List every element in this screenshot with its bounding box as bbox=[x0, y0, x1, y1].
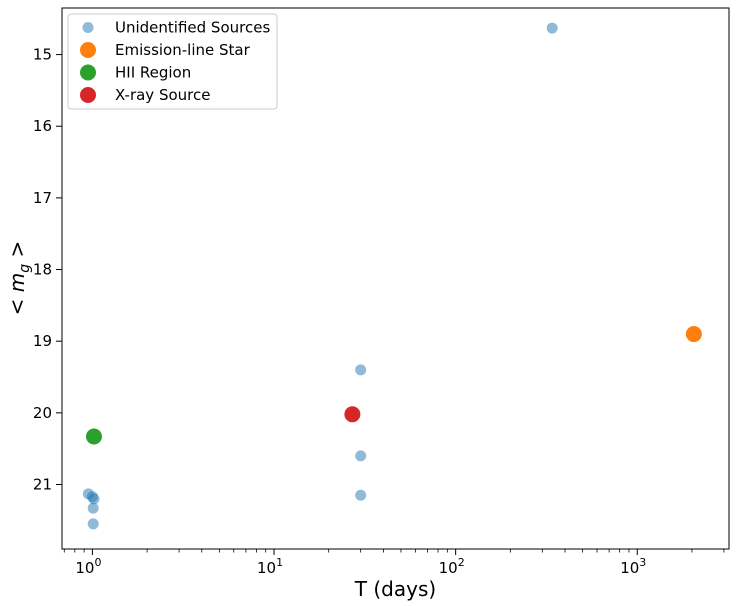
legend-label: Unidentified Sources bbox=[115, 19, 270, 37]
x-tick-exponent: 2 bbox=[458, 556, 465, 569]
y-axis-ticks: 15 16 17 18 19 20 21 bbox=[33, 46, 62, 494]
legend-label: Emission-line Star bbox=[115, 41, 251, 59]
series-emission-line-star bbox=[685, 326, 702, 343]
legend: Unidentified Sources Emission-line Star HI… bbox=[67, 13, 278, 110]
legend-marker bbox=[80, 64, 96, 81]
data-point bbox=[344, 406, 361, 423]
x-tick-label: 103 bbox=[620, 556, 646, 577]
x-tick-base: 10 bbox=[620, 559, 639, 577]
x-axis-label: T (days) bbox=[354, 577, 436, 601]
y-label-close: > bbox=[5, 241, 29, 264]
data-point bbox=[355, 450, 367, 462]
axes-frame bbox=[61, 7, 730, 550]
series-unidentified-sources bbox=[82, 22, 558, 530]
y-tick-label: 21 bbox=[33, 476, 52, 494]
data-point bbox=[85, 428, 102, 445]
x-tick-base: 10 bbox=[439, 559, 458, 577]
data-point bbox=[87, 518, 99, 530]
legend-marker bbox=[82, 22, 94, 33]
y-tick-label: 17 bbox=[33, 189, 52, 207]
x-axis-ticks: 100 101 102 103 bbox=[63, 549, 725, 577]
legend-box bbox=[67, 13, 278, 110]
x-tick-label: 100 bbox=[75, 556, 101, 577]
data-point bbox=[355, 364, 367, 376]
legend-label: HII Region bbox=[115, 64, 191, 82]
series-hii-region bbox=[85, 428, 102, 445]
data-point bbox=[87, 502, 99, 514]
data-point bbox=[685, 326, 702, 343]
plot-area bbox=[82, 22, 702, 530]
y-label-subscript: g bbox=[17, 264, 33, 273]
y-label-open: < bbox=[5, 292, 29, 315]
x-tick-exponent: 1 bbox=[276, 556, 283, 569]
x-tick-label: 101 bbox=[257, 556, 283, 577]
data-point bbox=[355, 489, 367, 501]
legend-label: X-ray Source bbox=[115, 86, 210, 104]
data-point bbox=[88, 493, 100, 505]
x-tick-exponent: 0 bbox=[94, 556, 101, 569]
x-tick-exponent: 3 bbox=[639, 556, 646, 569]
series-x-ray-source bbox=[344, 406, 361, 423]
y-tick-label: 15 bbox=[33, 46, 52, 64]
y-tick-label: 16 bbox=[33, 117, 52, 135]
legend-marker bbox=[80, 42, 96, 58]
y-tick-label: 19 bbox=[33, 332, 52, 350]
y-tick-label: 20 bbox=[33, 404, 52, 422]
x-tick-label: 102 bbox=[439, 556, 465, 577]
y-axis-label: < mg > bbox=[5, 241, 33, 316]
x-tick-base: 10 bbox=[75, 559, 94, 577]
x-tick-base: 10 bbox=[257, 559, 276, 577]
legend-marker bbox=[80, 87, 96, 103]
data-point bbox=[546, 22, 558, 34]
y-tick-label: 18 bbox=[33, 261, 52, 279]
y-label-symbol: m bbox=[5, 273, 29, 292]
